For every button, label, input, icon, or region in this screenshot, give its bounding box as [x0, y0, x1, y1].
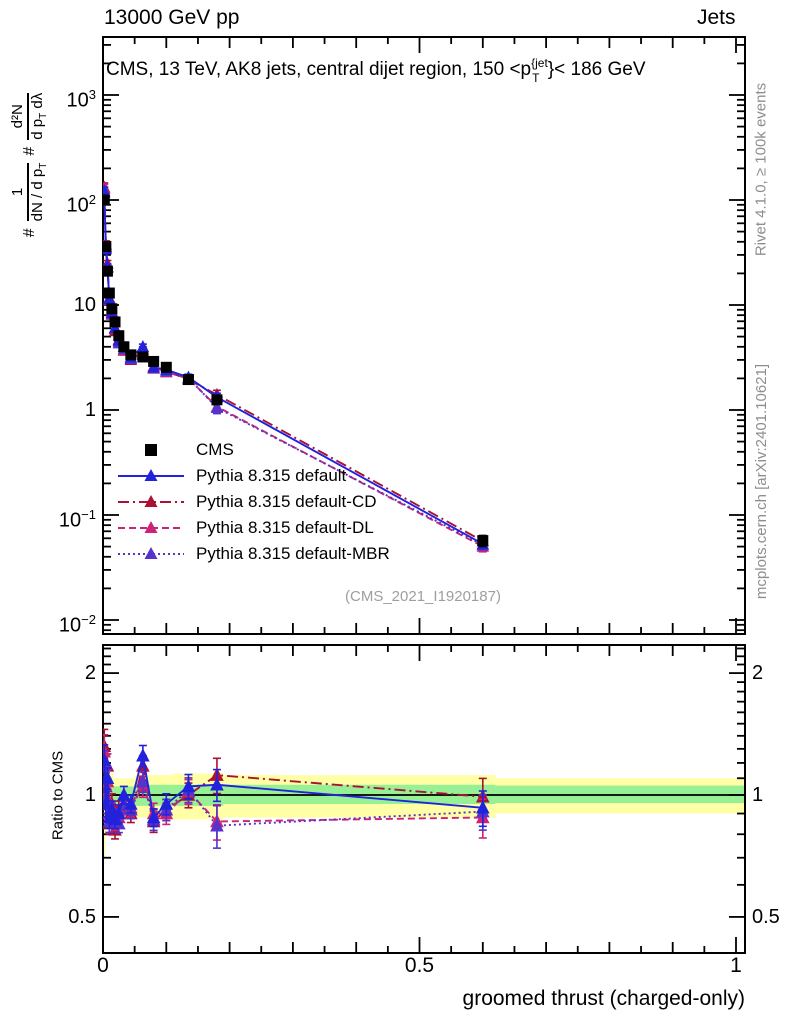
y-title-f2-num: d²N [9, 104, 27, 129]
analysis-group-label: Jets [697, 6, 736, 29]
legend-marker [145, 444, 157, 456]
legend-label: Pythia 8.315 default-MBR [196, 544, 390, 563]
ratio-panel-series [103, 728, 490, 849]
legend-item: CMS [116, 437, 234, 463]
legend-label: Pythia 8.315 default-DL [196, 518, 374, 537]
main-y-tick-label: 10−1 [58, 507, 96, 532]
main-panel-frame [102, 36, 746, 635]
plot-title: CMS, 13 TeV, AK8 jets, central dijet reg… [106, 56, 646, 85]
x-tick-label: 1 [730, 954, 742, 977]
plot-title-sub: T [532, 71, 540, 85]
ratio-y-tick-label-right: 1 [752, 784, 764, 806]
y-title-hash1: # [21, 228, 38, 238]
ratio-y-tick-label-left: 1 [84, 784, 96, 806]
x-tick-label: 0.5 [404, 954, 435, 977]
legend-marker [118, 547, 184, 559]
mcplots-citation-note: mcplots.cern.ch [arXiv:2401.10621] [753, 363, 770, 600]
analysis-id-watermark: (CMS_2021_I1920187) [345, 588, 501, 605]
legend-item: Pythia 8.315 default [116, 463, 346, 489]
legend-label: CMS [196, 440, 234, 459]
legend-item: Pythia 8.315 default-DL [116, 515, 374, 541]
legend-label: Pythia 8.315 default-CD [196, 492, 377, 511]
plot-title-prefix: CMS, 13 TeV, AK8 jets, central dijet reg… [106, 59, 532, 80]
main-panel-series [103, 180, 489, 553]
beam-energy-label: 13000 GeV pp [104, 6, 240, 29]
ratio-y-tick-label-right: 2 [752, 662, 764, 685]
ratio-y-tick-label-left: 2 [84, 662, 96, 685]
x-tick-label: 0 [97, 954, 109, 977]
legend-item: Pythia 8.315 default-CD [116, 489, 377, 515]
plot-title-sup: {jet [531, 56, 548, 70]
x-axis-title: groomed thrust (charged-only) [462, 987, 745, 1010]
legend-item: Pythia 8.315 default-MBR [116, 541, 390, 567]
main-y-tick-label: 10 [73, 294, 96, 316]
legend-marker [118, 469, 184, 481]
ratio-y-tick-label-right: 0.5 [752, 905, 780, 928]
pt-jet-stack: {jet T [531, 56, 548, 85]
legend-label: Pythia 8.315 default [196, 466, 347, 485]
legend-marker [118, 521, 184, 533]
ratio-y-tick-label-left: 0.5 [68, 905, 96, 928]
main-y-axis-title: # 1 dN / d pT # d²N d pT dλ [0, 40, 60, 290]
main-y-tick-label: 103 [66, 87, 96, 112]
legend-marker [118, 495, 184, 507]
y-title-hash2: # [21, 146, 38, 156]
main-y-tick-label: 1 [84, 399, 96, 421]
plot-title-suffix: }< 186 GeV [547, 59, 646, 80]
main-y-tick-label: 102 [66, 192, 96, 217]
rivet-version-note: Rivet 4.1.0, ≥ 100k events [752, 82, 770, 257]
main-y-tick-label: 10−2 [58, 612, 96, 637]
ratio-uncertainty-bands [103, 729, 745, 858]
